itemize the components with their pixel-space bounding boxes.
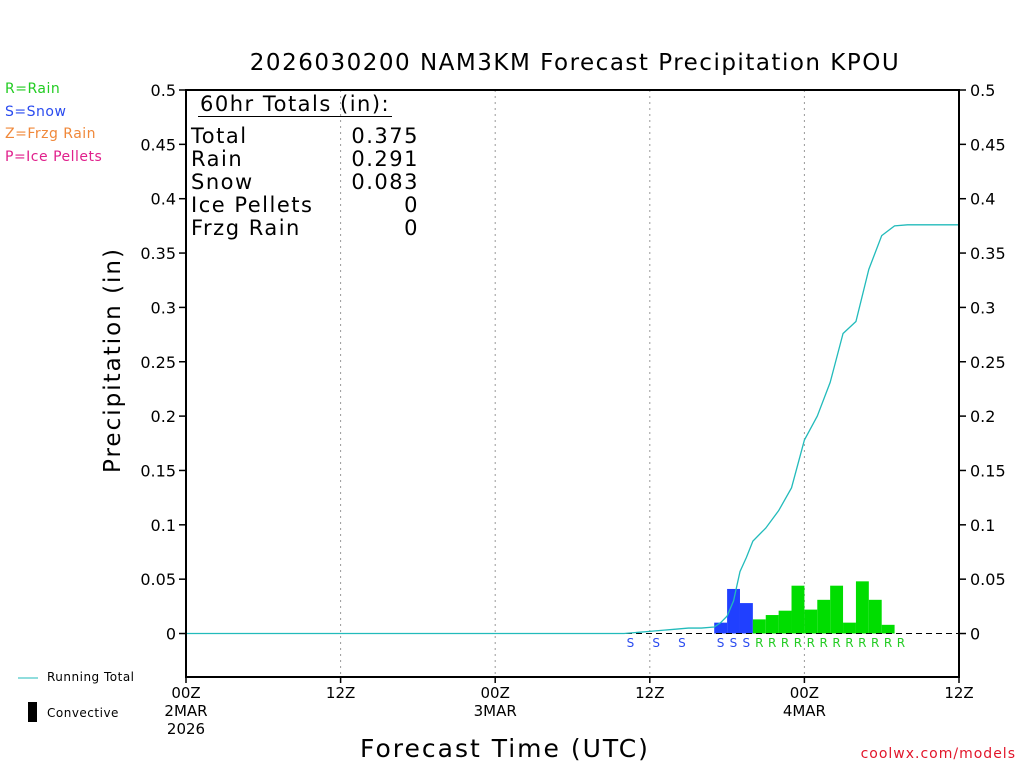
axes [179,89,966,683]
bar-rain-h53 [855,581,869,634]
y-tick-label-left-6: 0.3 [151,298,176,317]
ptype-marker-h46: R [768,636,776,650]
y-tick-label-left-7: 0.35 [140,244,176,263]
ptype-marker-h48: R [794,636,802,650]
credit-link: coolwx.com/models [860,746,1016,762]
bottom-legend-symbols [18,677,38,722]
bar-series [714,581,895,634]
running-total-line [186,224,959,635]
ptype-marker-h52: R [845,636,853,650]
bar-rain-h48 [791,585,805,634]
ptype-marker-h35: S [627,636,635,650]
bar-rain-h52 [843,622,856,634]
plot-frame [185,89,960,678]
chart-title: 2026030200 NAM3KM Forecast Precipitation… [249,50,901,76]
x-tick-label-0-0: 00Z [171,684,200,702]
convective-legend-label: Convective [47,706,119,720]
totals-header: 60hr Totals (in): [198,92,393,117]
x-tick-label-0-1: 2MAR [164,702,207,720]
y-tick-label-right-0: 0 [970,625,980,644]
x-tick-label-0-2: 2026 [167,720,205,738]
ptype-marker-h44: S [743,636,751,650]
ptype-marker-h42: S [717,636,725,650]
bar-rain-h55 [881,624,895,634]
y-tick-label-left-10: 0.5 [151,81,176,100]
running-total-legend-label: Running Total [47,670,135,684]
y-tick-label-right-7: 0.35 [970,244,1006,263]
y-tick-label-left-2: 0.1 [151,516,176,535]
bar-rain-h45 [752,619,766,634]
ptype-marker-h55: R [884,636,892,650]
totals-value-frzg-rain: 0 [404,216,419,240]
y-tick-label-right-9: 0.45 [970,135,1006,154]
bar-snow-h44 [739,603,753,634]
y-tick-label-left-3: 0.15 [140,461,176,480]
totals-label-frzg-rain: Frzg Rain [191,216,301,240]
x-tick-label-2-1: 3MAR [474,702,517,720]
convective-legend-swatch [28,702,37,722]
y-tick-label-right-3: 0.15 [970,461,1006,480]
y-tick-label-right-4: 0.2 [970,407,995,426]
totals-label-snow: Snow [191,170,254,194]
grid-lines [340,90,805,677]
y-tick-label-left-0: 0 [166,625,176,644]
legend-frzg-rain: Z=Frzg Rain [5,126,97,142]
bar-rain-h50 [817,599,831,634]
y-tick-label-left-9: 0.45 [140,135,176,154]
legend-snow: S=Snow [5,104,67,120]
bar-snow-h43 [727,588,740,634]
legend-rain: R=Rain [5,81,61,97]
x-tick-label-1-0: 12Z [326,684,355,702]
ptype-marker-h50: R [819,636,827,650]
ptype-marker-h53: R [858,636,866,650]
y-tick-label-right-1: 0.05 [970,570,1006,589]
y-tick-label-left-4: 0.2 [151,407,176,426]
x-tick-label-2-0: 00Z [481,684,510,702]
x-axis-label: Forecast Time (UTC) [360,734,650,763]
y-tick-label-left-5: 0.25 [140,353,176,372]
x-tick-label-4-1: 4MAR [783,702,826,720]
ptype-marker-h37: S [652,636,660,650]
x-tick-label-4-0: 00Z [790,684,819,702]
tick-labels: 0 00.05 0.050.1 0.10.15 0.150.2 0.20.25 0.250.… [140,81,1005,738]
totals-value-total: 0.375 [351,124,419,148]
y-tick-label-right-5: 0.25 [970,353,1006,372]
totals-label-ice-pellets: Ice Pellets [191,193,314,217]
x-tick-label-3-0: 12Z [635,684,664,702]
ptype-marker-h43: S [730,636,738,650]
bar-snow-h42 [714,622,728,634]
legend-ice-pellets: P=Ice Pellets [5,149,103,165]
y-tick-label-right-2: 0.1 [970,516,995,535]
running-total-series [186,224,959,635]
ptype-marker-h47: R [781,636,789,650]
bar-rain-h47 [778,610,792,634]
bar-rain-h49 [804,609,818,634]
totals-value-ice-pellets: 0 [404,193,419,217]
y-tick-label-right-8: 0.4 [970,190,995,209]
ptype-marker-h56: R [897,636,905,650]
y-tick-label-left-1: 0.05 [140,570,176,589]
ptype-marker-h54: R [871,636,879,650]
totals-label-total: Total [191,124,248,148]
x-tick-label-5-0: 12Z [944,684,973,702]
ptype-marker-h45: R [755,636,763,650]
bar-rain-h51 [830,585,844,634]
y-tick-label-right-6: 0.3 [970,298,995,317]
totals-value-snow: 0.083 [351,170,419,194]
y-axis-label: Precipitation (in) [100,247,126,473]
ptype-marker-h51: R [832,636,840,650]
totals-value-rain: 0.291 [351,147,419,171]
y-tick-label-right-10: 0.5 [970,81,995,100]
totals-label-rain: Rain [191,147,244,171]
ptype-marker-h49: R [807,636,815,650]
bar-rain-h46 [765,615,779,634]
bar-rain-h54 [868,599,882,634]
ptype-marker-h39: S [678,636,686,650]
y-tick-label-left-8: 0.4 [151,190,176,209]
